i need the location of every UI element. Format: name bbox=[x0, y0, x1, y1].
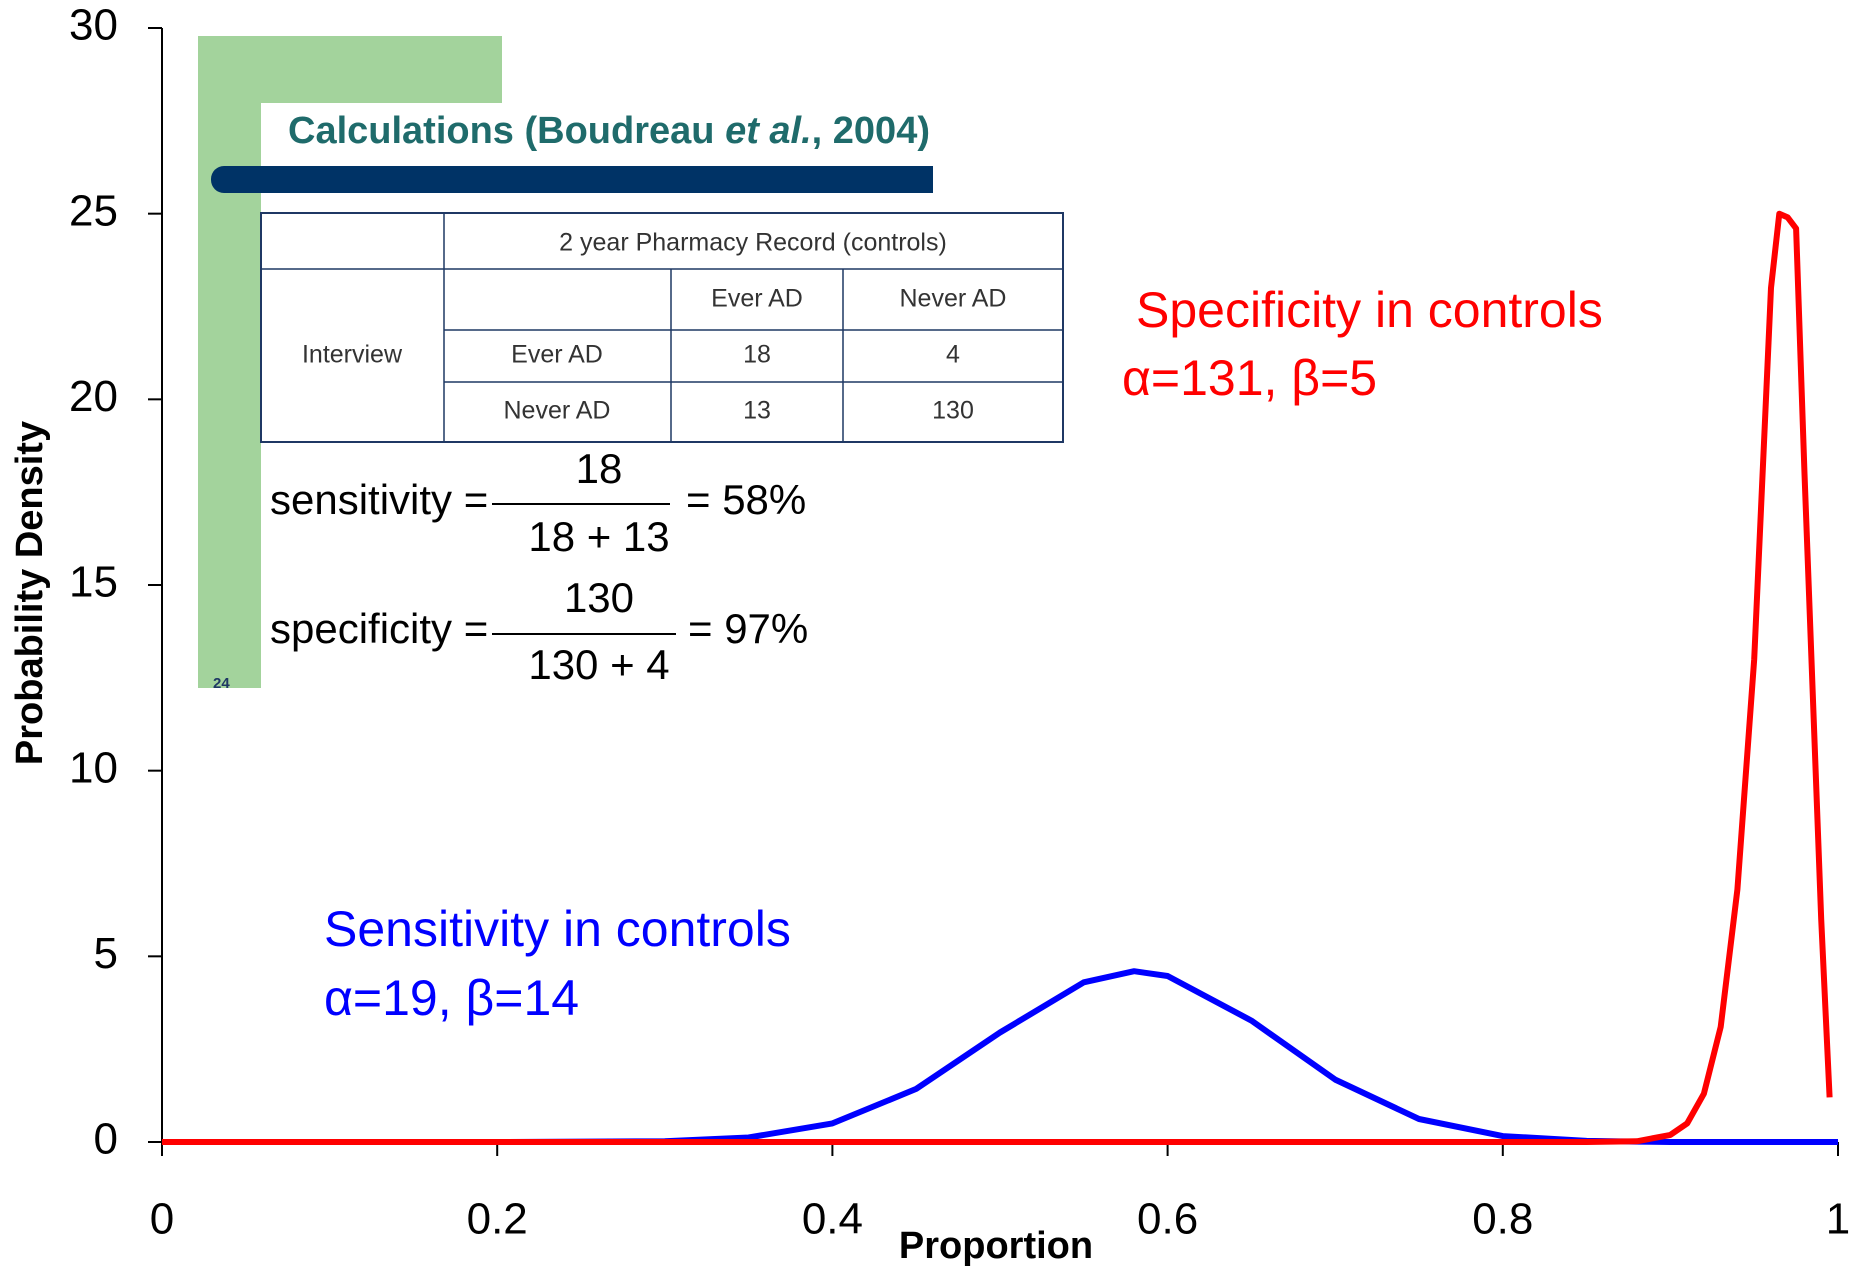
y-tick-label: 10 bbox=[69, 743, 118, 792]
table-border bbox=[260, 212, 1064, 443]
title-part: Calculations (Boudreau bbox=[288, 110, 725, 152]
table-header: 2 year Pharmacy Record (controls) bbox=[559, 229, 947, 257]
table-cell: 13 bbox=[743, 397, 771, 425]
annotation: Specificity in controls bbox=[1136, 282, 1603, 338]
y-tick-label: 5 bbox=[94, 929, 118, 978]
x-tick-label: 0 bbox=[150, 1195, 174, 1244]
x-tick-label: 0.4 bbox=[802, 1195, 863, 1244]
slide-bar bbox=[240, 166, 933, 193]
title-part: , 2004) bbox=[812, 110, 930, 152]
annotation: α=19, β=14 bbox=[324, 970, 579, 1026]
formula-result: = 58% bbox=[686, 476, 806, 523]
inset-slide: Calculations (Boudreau et al., 2004) 24 … bbox=[198, 36, 1064, 692]
table-cell: Never AD bbox=[504, 397, 611, 425]
slide-decoration bbox=[261, 103, 1063, 170]
x-tick-label: 0.2 bbox=[467, 1195, 528, 1244]
y-axis-label: Probability Density bbox=[9, 421, 51, 765]
inset-title: Calculations (Boudreau et al., 2004) bbox=[288, 110, 930, 152]
formulas: sensitivity = 18 18 + 13 = 58% specifici… bbox=[270, 445, 808, 688]
y-tick-label: 0 bbox=[94, 1115, 118, 1164]
slide-decoration bbox=[261, 103, 321, 163]
formula-label: sensitivity = bbox=[270, 476, 488, 523]
formula-result: = 97% bbox=[688, 605, 808, 652]
annotation: Sensitivity in controls bbox=[324, 901, 791, 957]
x-tick-label: 0.8 bbox=[1472, 1195, 1533, 1244]
row-group: Interview bbox=[302, 341, 403, 369]
title-part: et al. bbox=[725, 110, 812, 152]
table-cell: 130 bbox=[932, 397, 974, 425]
series-line bbox=[162, 210, 1833, 1145]
y-tick-label: 15 bbox=[69, 558, 118, 607]
formula-numerator: 18 bbox=[576, 445, 623, 492]
x-axis-label: Proportion bbox=[899, 1225, 1093, 1267]
x-tick-label: 0.6 bbox=[1137, 1195, 1198, 1244]
page-number: 24 bbox=[213, 675, 230, 692]
formula-numerator: 130 bbox=[564, 574, 634, 621]
table-cell: 18 bbox=[743, 341, 771, 369]
slide-decoration bbox=[198, 36, 261, 688]
formula-denominator: 18 + 13 bbox=[528, 513, 669, 560]
formula-denominator: 130 + 4 bbox=[528, 641, 669, 688]
annotation: α=131, β=5 bbox=[1122, 350, 1377, 406]
y-tick-label: 25 bbox=[69, 186, 118, 235]
table-cell: 4 bbox=[946, 341, 960, 369]
y-tick-label: 30 bbox=[69, 1, 118, 50]
formula-label: specificity = bbox=[270, 605, 488, 652]
column-header: Ever AD bbox=[711, 285, 803, 313]
table: 2 year Pharmacy Record (controls) Ever A… bbox=[260, 212, 1064, 443]
y-tick-label: 20 bbox=[69, 372, 118, 421]
table-cell: Ever AD bbox=[511, 341, 603, 369]
x-tick-label: 1 bbox=[1826, 1195, 1850, 1244]
column-header: Never AD bbox=[900, 285, 1007, 313]
